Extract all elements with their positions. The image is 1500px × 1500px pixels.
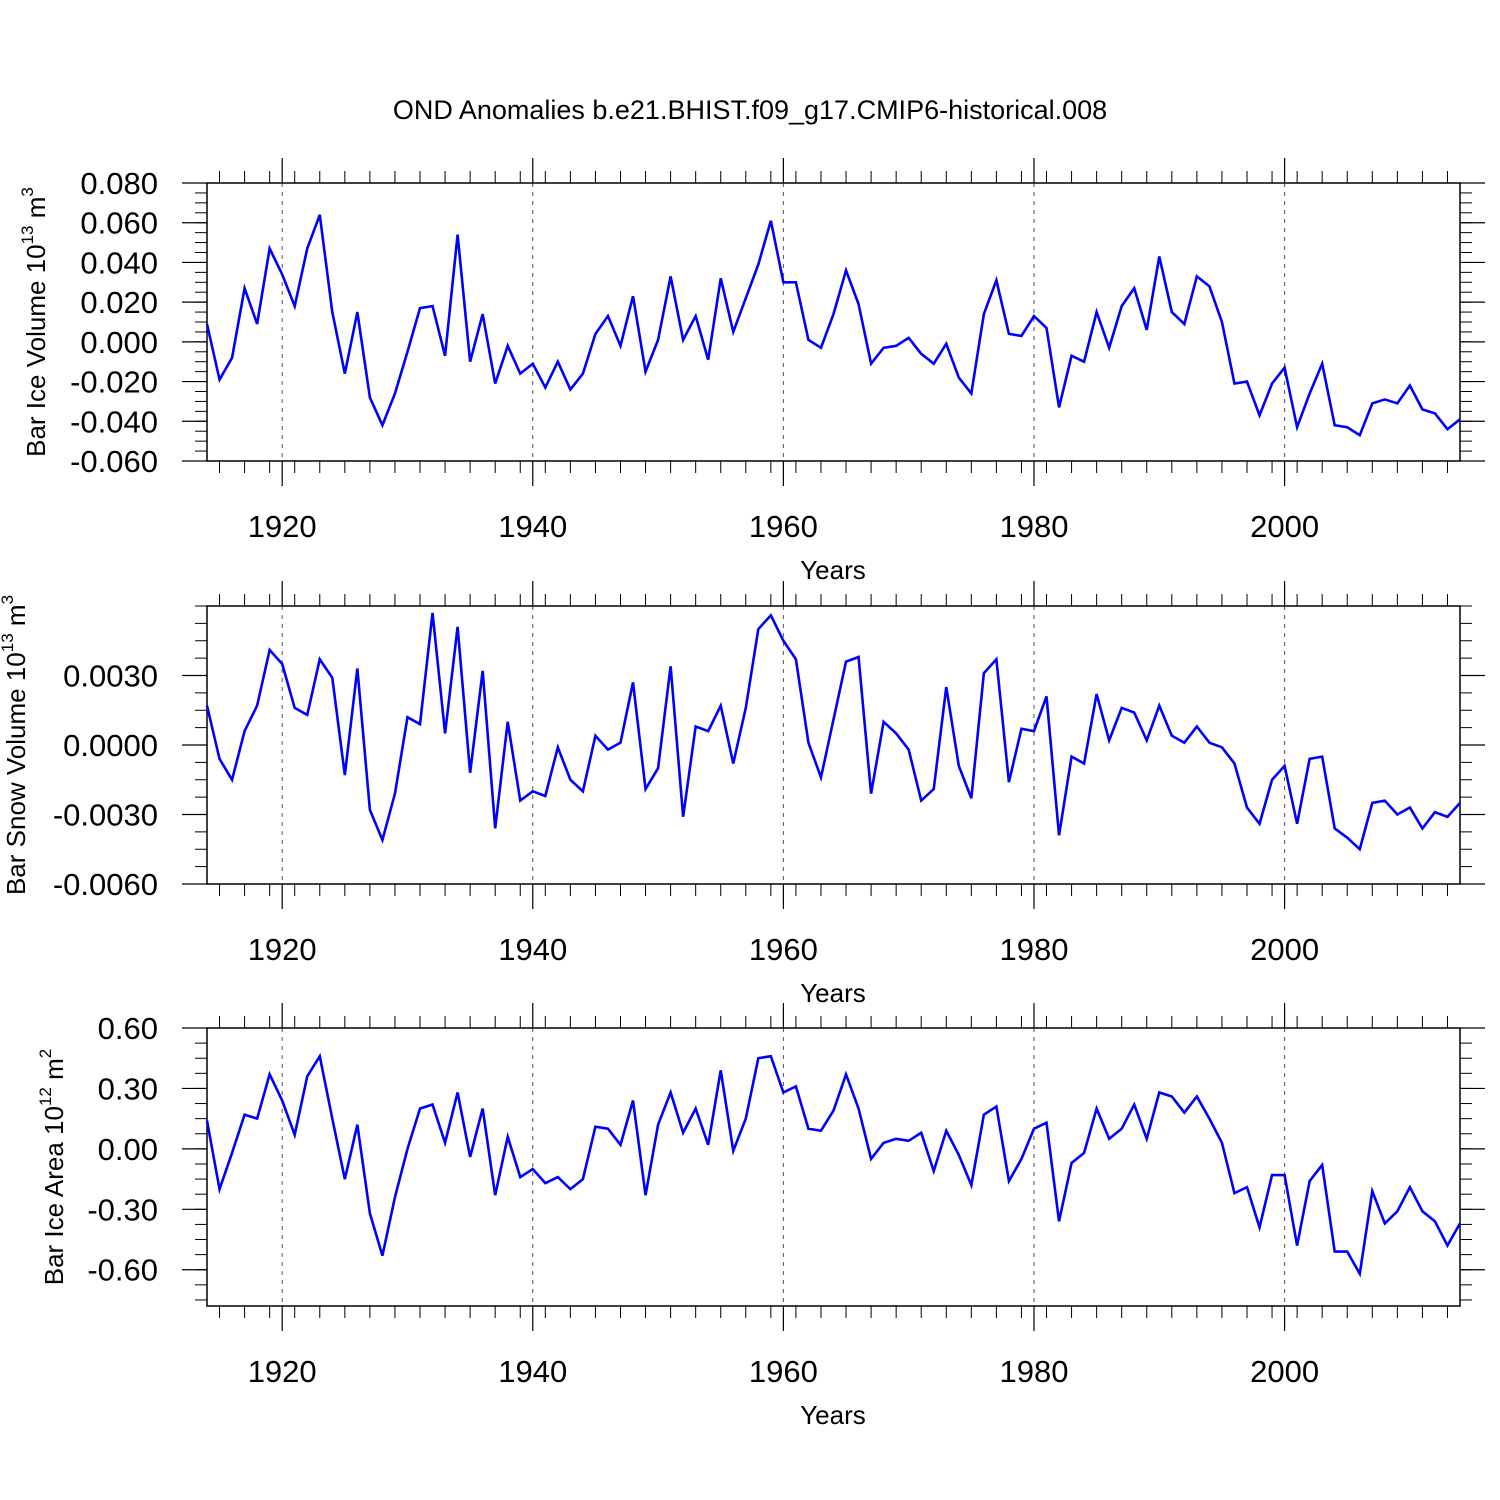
x-tick-label-1920: 1920 <box>248 1354 317 1389</box>
y-tick-label-0.00: 0.00 <box>98 1132 158 1167</box>
plot-frame <box>206 605 1461 885</box>
x-tick-label-1940: 1940 <box>498 932 567 967</box>
y-axis-label-unit: m <box>21 197 51 226</box>
x-tick-label-2000: 2000 <box>1250 509 1319 544</box>
x-tick-label-1960: 1960 <box>749 932 818 967</box>
y-axis-label-unit: m <box>39 1058 69 1087</box>
x-tick-label-2000: 2000 <box>1250 932 1319 967</box>
y-axis-label-text: Bar Ice Volume 10 <box>21 244 51 456</box>
chart-panel-1: 1920 1940 1960 1980 2000 -0.060 -0.040 -0.020 0.… <box>18 158 1485 585</box>
x-tick-label-1940: 1940 <box>498 509 567 544</box>
y-axis-label: Bar Ice Volume 1013 m3 <box>18 187 51 457</box>
x-tick-label-1980: 1980 <box>999 1354 1068 1389</box>
x-tick-label-1960: 1960 <box>749 1354 818 1389</box>
y-tick-label--0.0060: -0.0060 <box>53 867 158 902</box>
y-axis-label: Bar Snow Volume 1013 m3 <box>0 595 31 895</box>
x-axis-label: Years <box>800 978 866 1008</box>
y-axis-label: Bar Ice Area 1012 m2 <box>36 1049 69 1286</box>
x-axis-label: Years <box>800 1400 866 1430</box>
y-axis-label-text: Bar Ice Area 10 <box>39 1106 69 1285</box>
figure-title: OND Anomalies b.e21.BHIST.f09_g17.CMIP6-… <box>393 95 1107 125</box>
plot-frame <box>206 182 1461 462</box>
y-tick-label-0.0000: 0.0000 <box>63 728 158 763</box>
chart-panel-2: 1920 1940 1960 1980 2000 -0.0060 -0.0030 0.0000… <box>0 581 1485 1008</box>
y-tick-label-0.60: 0.60 <box>98 1011 158 1046</box>
y-axis-label-exponent: 13 <box>18 225 37 244</box>
data-series-line <box>205 1052 1462 1278</box>
x-axis-label: Years <box>800 555 866 585</box>
y-tick-label--0.60: -0.60 <box>87 1253 158 1288</box>
y-tick-label-0.0030: 0.0030 <box>63 659 158 694</box>
data-series-line <box>205 612 1461 852</box>
y-axis-label-text: Bar Snow Volume 10 <box>1 652 31 895</box>
y-tick-label-0.000: 0.000 <box>80 325 158 360</box>
y-tick-label--0.020: -0.020 <box>70 365 158 400</box>
y-tick-label--0.040: -0.040 <box>70 404 158 439</box>
chart-panel-3: 1920 1940 1960 1980 2000 -0.60 -0.30 0.00 0.30 0.… <box>36 1003 1485 1430</box>
y-tick-label-0.30: 0.30 <box>98 1071 158 1106</box>
x-tick-label-1940: 1940 <box>498 1354 567 1389</box>
x-tick-label-1980: 1980 <box>999 932 1068 967</box>
y-tick-label-0.060: 0.060 <box>80 206 158 241</box>
y-axis-label-exponent: 12 <box>36 1087 55 1106</box>
y-axis-label-unit-exponent: 3 <box>18 187 37 196</box>
y-tick-label-0.080: 0.080 <box>80 166 158 201</box>
y-axis-label-exponent: 13 <box>0 633 17 652</box>
plot-frame <box>206 1027 1461 1307</box>
y-tick-label-0.020: 0.020 <box>80 285 158 320</box>
x-tick-label-1980: 1980 <box>999 509 1068 544</box>
y-axis-label-unit-exponent: 3 <box>0 595 17 604</box>
y-axis-label-unit: m <box>1 604 31 633</box>
x-tick-label-2000: 2000 <box>1250 1354 1319 1389</box>
y-tick-label--0.0030: -0.0030 <box>53 798 158 833</box>
y-tick-label--0.060: -0.060 <box>70 444 158 479</box>
y-tick-label-0.040: 0.040 <box>80 245 158 280</box>
x-tick-label-1920: 1920 <box>248 932 317 967</box>
y-axis-label-unit-exponent: 2 <box>36 1049 55 1058</box>
y-tick-label--0.30: -0.30 <box>87 1192 158 1227</box>
data-series-line <box>205 214 1461 438</box>
x-tick-label-1960: 1960 <box>749 509 818 544</box>
x-tick-label-1920: 1920 <box>248 509 317 544</box>
